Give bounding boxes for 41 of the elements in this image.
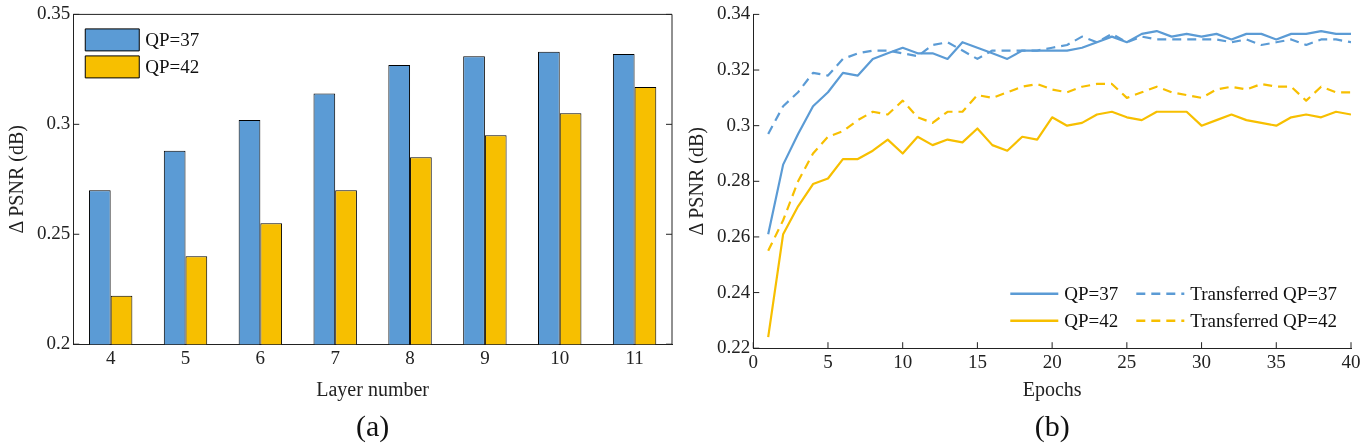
x-tick-label: 0 <box>748 350 758 372</box>
legend-label: QP=42 <box>145 55 200 77</box>
x-axis-title: Layer number <box>316 378 430 402</box>
legend-label: QP=42 <box>1064 309 1119 331</box>
y-tick-label: 0.22 <box>717 336 751 358</box>
x-tick-label: 9 <box>480 346 490 368</box>
legend-label: Transferred QP=42 <box>1190 309 1338 331</box>
y-tick-label: 0.34 <box>717 2 751 24</box>
x-axis-title: Epochs <box>1022 378 1082 402</box>
x-tick-label: 8 <box>405 346 415 368</box>
x-tick-label: 15 <box>967 350 987 372</box>
y-axis-title: Δ PSNR (dB) <box>685 127 709 236</box>
x-tick-label: 25 <box>1117 350 1137 372</box>
y-tick-label: 0.25 <box>37 222 71 244</box>
line-series <box>767 82 1351 252</box>
x-tick-label: 6 <box>255 346 266 368</box>
x-tick-label: 35 <box>1266 350 1286 372</box>
legend-label: Transferred QP=37 <box>1190 282 1338 304</box>
x-tick-label: 10 <box>550 346 570 368</box>
legend-label: QP=37 <box>1064 282 1119 304</box>
x-tick-label: 30 <box>1192 350 1212 372</box>
y-tick-label: 0.35 <box>37 2 71 24</box>
x-tick-label: 5 <box>823 350 833 372</box>
y-tick-label: 0.24 <box>717 280 751 302</box>
x-tick-label: 11 <box>625 346 644 368</box>
y-tick-label: 0.3 <box>46 112 71 134</box>
x-tick-label: 7 <box>330 346 340 368</box>
x-tick-label: 10 <box>893 350 913 372</box>
x-tick-label: 20 <box>1042 350 1062 372</box>
y-tick-label: 0.26 <box>717 224 751 246</box>
text: (b) <box>1034 408 1070 443</box>
y-tick-label: 0.2 <box>46 332 71 354</box>
x-tick-label: 5 <box>180 346 191 368</box>
y-tick-label: 0.28 <box>717 169 751 191</box>
y-tick-label: 0.32 <box>717 58 751 80</box>
legend-label: QP=37 <box>145 28 200 50</box>
x-tick-label: 4 <box>105 346 116 368</box>
y-tick-label: 0.3 <box>726 113 751 135</box>
text: (a) <box>355 408 390 443</box>
y-axis-title: Δ PSNR (dB) <box>5 125 29 234</box>
x-tick-label: 40 <box>1341 350 1361 372</box>
